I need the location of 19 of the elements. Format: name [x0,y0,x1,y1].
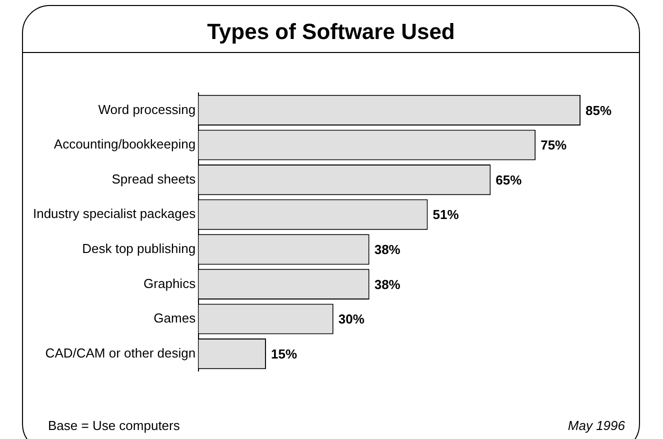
y-tick-label: Industry specialist packages [32,206,196,222]
y-tick-label: Desk top publishing [82,240,196,256]
y-tick-label: Games [154,310,196,326]
data-label: 38% [374,276,401,292]
text: Base = Use computers [48,418,180,433]
data-label: 85% [586,102,612,118]
text: May 1996 [568,418,625,433]
chart-title: Types of Software Used [23,14,639,53]
y-tick-label: CAD/CAM or other design [45,345,196,360]
data-label: 51% [432,207,460,222]
y-tick-label: Graphics [144,276,196,291]
data-label: 38% [374,242,401,257]
data-label: 30% [338,312,365,327]
y-tick-label: Word processing [98,102,196,117]
data-label: 15% [270,346,298,362]
y-tick-label: Accounting/bookkeeping [54,136,196,152]
data-label: 75% [540,138,568,153]
data-label: 65% [496,172,522,188]
y-tick-label: Spread sheets [112,171,196,186]
